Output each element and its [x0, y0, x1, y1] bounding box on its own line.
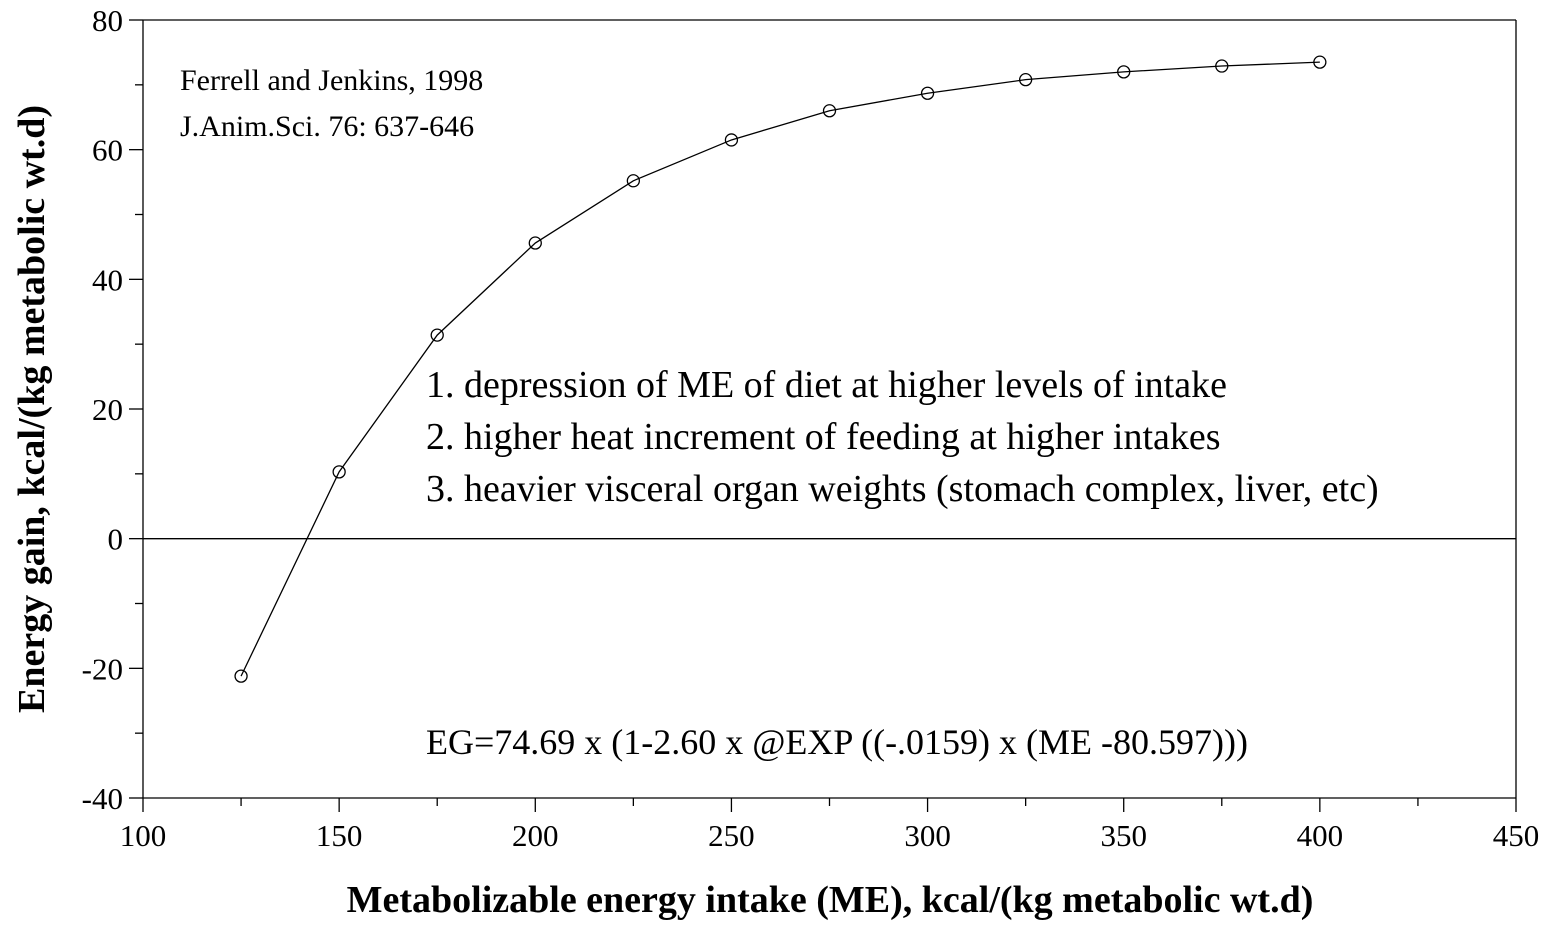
- data-point: [430, 328, 444, 342]
- annotation: Ferrell and Jenkins, 1998: [180, 64, 483, 97]
- data-point: [528, 236, 542, 250]
- x-tick-label: 450: [1493, 818, 1540, 853]
- y-tick-label: 40: [92, 262, 123, 297]
- data-point: [626, 174, 641, 188]
- annotation: EG=74.69 x (1-2.60 x @EXP ((-.0159) x (M…: [426, 722, 1248, 762]
- x-tick-label: 150: [316, 818, 363, 853]
- data-point: [1117, 65, 1131, 79]
- y-axis-label: Energy gain, kcal/(kg metabolic wt.d): [11, 105, 53, 713]
- data-line: [240, 61, 1320, 677]
- x-tick-label: 300: [904, 818, 951, 853]
- data-point: [822, 104, 837, 118]
- x-tick-label: 200: [512, 818, 559, 853]
- y-tick-label: 80: [92, 3, 123, 38]
- data-point: [1313, 55, 1327, 69]
- data-point: [332, 465, 346, 479]
- y-tick-label: -40: [82, 781, 123, 816]
- y-tick-label: 0: [108, 522, 124, 557]
- y-tick-label: 20: [92, 392, 123, 427]
- annotation: J.Anim.Sci. 76: 637-646: [180, 110, 474, 143]
- y-tick-label: -20: [82, 651, 123, 686]
- x-tick-label: 100: [120, 818, 167, 853]
- x-axis-label: Metabolizable energy intake (ME), kcal/(…: [347, 879, 1314, 921]
- x-tick-label: 250: [708, 818, 755, 853]
- data-point: [920, 86, 935, 100]
- data-point: [1215, 59, 1229, 73]
- data-point: [1018, 72, 1033, 87]
- data-point: [724, 133, 739, 147]
- annotation: 3. heavier visceral organ weights (stoma…: [426, 468, 1379, 510]
- x-tick-label: 350: [1100, 818, 1147, 853]
- x-tick-label: 400: [1297, 818, 1344, 853]
- annotation: 2. higher heat increment of feeding at h…: [426, 416, 1221, 458]
- data-point: [234, 669, 248, 683]
- annotation: 1. depression of ME of diet at higher le…: [426, 364, 1227, 406]
- y-tick-label: 60: [92, 133, 123, 168]
